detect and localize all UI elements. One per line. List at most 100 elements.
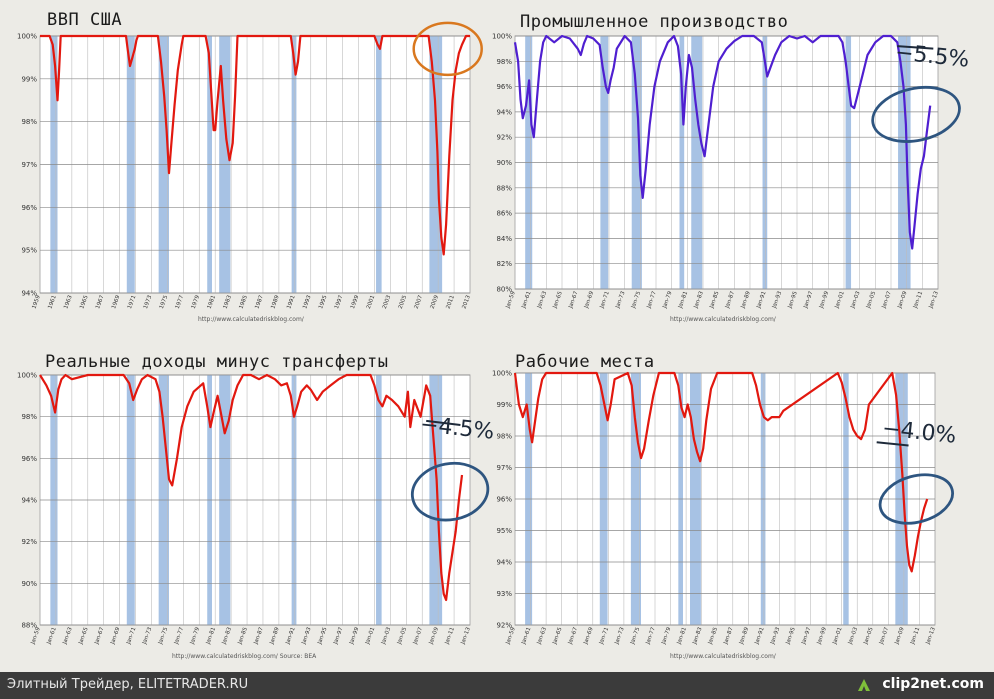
annotation-dash bbox=[426, 419, 461, 426]
x-tick-label: Jan-73 bbox=[615, 290, 627, 310]
x-tick-label: Jan-75 bbox=[630, 290, 642, 310]
x-tick-label: 1973 bbox=[143, 294, 154, 310]
source-text: http://www.calculatedriskblog.com/ bbox=[670, 653, 776, 660]
x-tick-label: Jan-01 bbox=[834, 291, 846, 310]
x-tick-label: 2009 bbox=[430, 294, 441, 310]
x-tick-label: Jan-69 bbox=[583, 290, 595, 310]
x-tick-label: 1997 bbox=[334, 294, 345, 310]
x-tick-label: Jan-79 bbox=[660, 626, 672, 646]
x-tick-label: 1963 bbox=[63, 294, 74, 310]
panel-gdp: ВВП США 1959 1961 1963 1965 1967 1969 1971 1973… bbox=[0, 0, 483, 335]
series-line bbox=[40, 34, 470, 256]
x-tick-label: 1993 bbox=[302, 294, 313, 310]
x-tick-label: Jan-01 bbox=[832, 627, 844, 646]
x-tick-label: 1985 bbox=[238, 294, 249, 310]
x-tick-label: 1959 bbox=[31, 294, 42, 310]
x-tick-label: Jan-61 bbox=[520, 627, 532, 646]
y-tick-label: 92% bbox=[496, 622, 512, 630]
y-tick-label: 98% bbox=[496, 433, 512, 441]
series-line bbox=[513, 371, 929, 573]
annotation-dash bbox=[897, 45, 934, 50]
x-tick-label: Jan-11 bbox=[444, 627, 456, 646]
x-tick-label: Jan-05 bbox=[863, 626, 875, 646]
x-tick-label: Jan-07 bbox=[878, 626, 890, 646]
x-tick-label: Jan-97 bbox=[800, 626, 812, 646]
x-tick-label: Jan-69 bbox=[110, 626, 122, 646]
x-tick-label: 2001 bbox=[366, 295, 376, 310]
y-tick-label: 82% bbox=[496, 260, 512, 268]
clip2net-logo-text[interactable]: clip2net.com bbox=[882, 676, 984, 692]
x-tick-label: Jan-83 bbox=[692, 626, 704, 646]
x-tick-label: Jan-95 bbox=[787, 290, 799, 310]
x-tick-label: Jan-07 bbox=[412, 626, 424, 646]
x-tick-label: Jan-11 bbox=[909, 627, 921, 646]
x-tick-label: Jan-85 bbox=[707, 626, 719, 646]
series-line bbox=[513, 34, 932, 250]
x-tick-label: Jan-99 bbox=[818, 290, 830, 310]
y-tick-label: 94% bbox=[496, 559, 512, 567]
y-tick-label: 80% bbox=[496, 286, 512, 294]
x-tick-label: Jan-71 bbox=[125, 627, 137, 646]
x-tick-label: Jan-83 bbox=[693, 290, 705, 310]
x-tick-label: Jan-63 bbox=[62, 626, 74, 646]
x-tick-label: Jan-09 bbox=[897, 290, 909, 310]
x-tick-label: Jan-05 bbox=[396, 626, 408, 646]
x-tick-label: Jan-85 bbox=[237, 626, 249, 646]
panel-income: Реальные доходы минус трансферты Jan-59 J… bbox=[0, 340, 495, 670]
y-tick-label: 92% bbox=[496, 134, 512, 142]
x-tick-label: Jan-91 bbox=[756, 291, 768, 310]
source-text: http://www.calculatedriskblog.com/ bbox=[198, 316, 304, 323]
x-tick-label: Jan-91 bbox=[754, 627, 766, 646]
x-tick-label: Jan-87 bbox=[724, 290, 736, 310]
x-tick-label: Jan-83 bbox=[221, 626, 233, 646]
chart-title: Промышленное производство bbox=[520, 12, 789, 32]
source-text: http://www.calculatedriskblog.com/ Sourc… bbox=[172, 653, 317, 660]
income-chart: Jan-59 Jan-61 Jan-63 Jan-65 Jan-67 Jan-69 Jan-… bbox=[17, 372, 490, 646]
x-tick-label: Jan-89 bbox=[740, 290, 752, 310]
highlight-circle bbox=[871, 86, 961, 143]
panel-industrial: Промышленное производство Jan-59 Jan-61 Ja… bbox=[480, 0, 994, 335]
y-tick-label: 88% bbox=[496, 184, 512, 192]
y-tick-label: 96% bbox=[496, 496, 512, 504]
y-tick-label: 95% bbox=[496, 527, 512, 535]
highlight-circle bbox=[412, 21, 483, 77]
x-tick-label: 1987 bbox=[254, 294, 265, 310]
x-tick-label: 2005 bbox=[398, 294, 409, 310]
x-tick-label: Jan-93 bbox=[301, 626, 313, 646]
chart-title: Реальные доходы минус трансферты bbox=[45, 352, 389, 372]
x-tick-label: Jan-85 bbox=[709, 290, 721, 310]
x-tick-label: Jan-75 bbox=[629, 626, 641, 646]
x-tick-label: 1977 bbox=[175, 294, 186, 310]
x-tick-label: 1999 bbox=[350, 294, 361, 310]
y-tick-label: 98% bbox=[496, 58, 512, 66]
x-tick-label: Jan-03 bbox=[850, 290, 862, 310]
x-tick-label: Jan-79 bbox=[189, 626, 201, 646]
y-tick-label: 96% bbox=[496, 83, 512, 91]
x-tick-label: Jan-87 bbox=[253, 626, 265, 646]
y-tick-label: 94% bbox=[21, 497, 37, 505]
y-tick-label: 94% bbox=[21, 290, 37, 298]
x-tick-label: Jan-77 bbox=[173, 626, 185, 646]
x-tick-label: Jan-95 bbox=[785, 626, 797, 646]
x-tick-label: 1971 bbox=[127, 295, 137, 310]
x-tick-label: Jan-97 bbox=[803, 290, 815, 310]
x-tick-label: Jan-71 bbox=[598, 627, 610, 646]
x-tick-label: Jan-63 bbox=[536, 626, 548, 646]
jobs-chart: Jan-59 Jan-61 Jan-63 Jan-65 Jan-67 Jan-69 Jan-… bbox=[492, 370, 954, 646]
y-tick-label: 98% bbox=[21, 413, 37, 421]
highlight-circle bbox=[878, 473, 954, 525]
x-tick-label: Jan-75 bbox=[157, 626, 169, 646]
highlight-circle bbox=[410, 461, 490, 522]
x-tick-label: Jan-89 bbox=[738, 626, 750, 646]
y-tick-label: 99% bbox=[21, 75, 37, 83]
x-tick-label: Jan-65 bbox=[78, 626, 90, 646]
x-tick-label: Jan-67 bbox=[94, 626, 106, 646]
chart-title: Рабочие места bbox=[515, 352, 655, 372]
annotation-dash bbox=[876, 441, 909, 447]
x-tick-label: 1961 bbox=[47, 295, 57, 310]
panel-jobs: Рабочие места Jan-59 Jan-61 Jan-63 Jan-65 Ja… bbox=[480, 340, 994, 670]
x-tick-label: Jan-91 bbox=[285, 627, 297, 646]
x-tick-label: 1981 bbox=[207, 295, 217, 310]
source-text: http://www.calculatedriskblog.com/ bbox=[670, 316, 776, 323]
x-tick-label: Jan-79 bbox=[662, 290, 674, 310]
